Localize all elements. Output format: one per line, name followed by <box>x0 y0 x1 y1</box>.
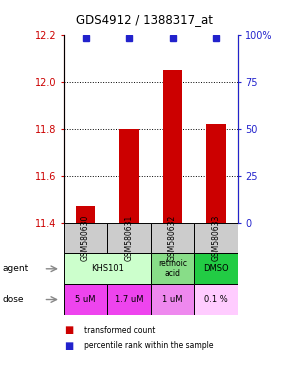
Text: GSM580630: GSM580630 <box>81 215 90 261</box>
Text: agent: agent <box>3 264 29 273</box>
Bar <box>151 284 194 315</box>
Text: 0.1 %: 0.1 % <box>204 295 228 304</box>
Bar <box>107 284 151 315</box>
Bar <box>163 70 182 223</box>
Bar <box>151 253 194 284</box>
Bar <box>194 253 238 284</box>
Text: GSM580632: GSM580632 <box>168 215 177 261</box>
Text: ■: ■ <box>64 325 73 335</box>
Text: ■: ■ <box>64 341 73 351</box>
Text: percentile rank within the sample: percentile rank within the sample <box>84 341 214 350</box>
Bar <box>76 206 95 223</box>
Bar <box>194 223 238 253</box>
Bar <box>151 223 194 253</box>
Bar <box>107 223 151 253</box>
Text: 1.7 uM: 1.7 uM <box>115 295 143 304</box>
Bar <box>206 124 226 223</box>
Text: GSM580631: GSM580631 <box>124 215 134 261</box>
Text: transformed count: transformed count <box>84 326 155 335</box>
Text: 5 uM: 5 uM <box>75 295 96 304</box>
Bar <box>119 129 139 223</box>
Text: retinoic
acid: retinoic acid <box>158 259 187 278</box>
Bar <box>194 284 238 315</box>
Text: DMSO: DMSO <box>203 264 229 273</box>
Bar <box>64 223 107 253</box>
Text: GSM580633: GSM580633 <box>211 215 221 261</box>
Text: GDS4912 / 1388317_at: GDS4912 / 1388317_at <box>77 13 213 26</box>
Bar <box>64 284 107 315</box>
Text: 1 uM: 1 uM <box>162 295 183 304</box>
Bar <box>64 253 151 284</box>
Text: KHS101: KHS101 <box>91 264 124 273</box>
Text: dose: dose <box>3 295 24 304</box>
